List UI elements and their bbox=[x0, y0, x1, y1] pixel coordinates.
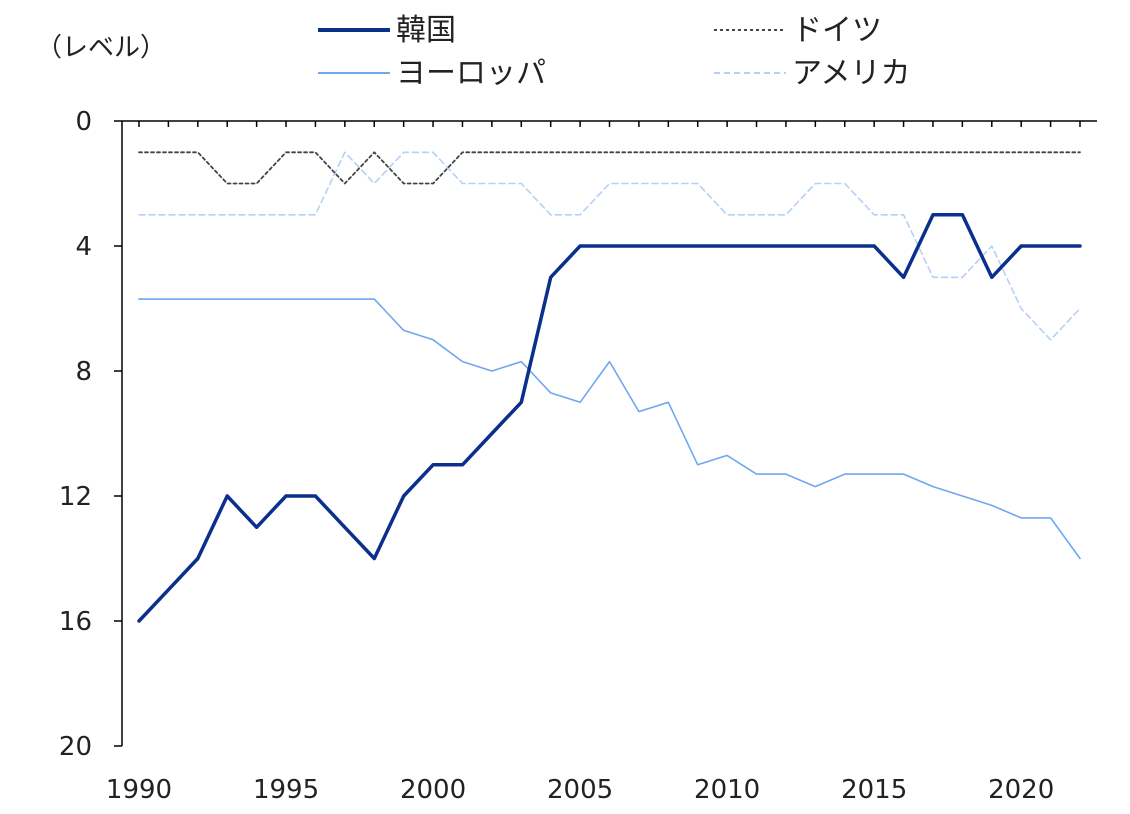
series-layer bbox=[137, 151, 1082, 623]
x-tick-label: 1995 bbox=[253, 775, 319, 805]
series-line-europe bbox=[138, 298, 1081, 560]
x-tick-label: 2010 bbox=[694, 775, 760, 805]
series-line-usa bbox=[138, 151, 1081, 341]
y-tick-label: 0 bbox=[75, 107, 92, 137]
y-tick-label: 20 bbox=[59, 732, 92, 762]
legend-label-usa: アメリカ bbox=[792, 56, 911, 91]
series-line-korea bbox=[137, 213, 1082, 623]
x-tick-label: 2000 bbox=[400, 775, 466, 805]
y-tick-label: 12 bbox=[59, 482, 92, 512]
axes: 0 4 8 12 16 20 1990 1995 2000 2005 2010 2015 2020 bbox=[59, 107, 1097, 805]
y-unit-label: （レベル） bbox=[36, 33, 166, 63]
x-tick-label: 2020 bbox=[988, 775, 1054, 805]
legend-label-europe: ヨーロッパ bbox=[396, 56, 546, 91]
legend: 韓国 ドイツ ヨーロッパ アメリカ bbox=[318, 13, 911, 91]
x-tick-label: 2015 bbox=[841, 775, 907, 805]
y-tick-label: 16 bbox=[59, 607, 92, 637]
y-tick-label: 8 bbox=[75, 357, 92, 387]
legend-label-germany: ドイツ bbox=[792, 13, 882, 48]
series-line-germany bbox=[138, 151, 1081, 185]
y-tick-label: 4 bbox=[75, 232, 92, 262]
x-tick-label: 2005 bbox=[547, 775, 613, 805]
legend-label-korea: 韓国 bbox=[396, 13, 456, 48]
x-tick-label: 1990 bbox=[106, 775, 172, 805]
